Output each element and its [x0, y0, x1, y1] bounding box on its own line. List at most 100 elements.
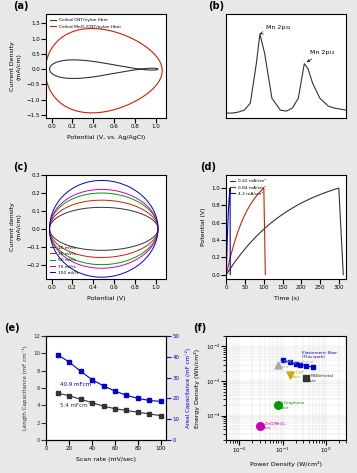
- Text: (b): (b): [208, 1, 225, 11]
- 4.2 mA/cm²: [224, 272, 228, 278]
- Line: 50 mV/s: 50 mV/s: [50, 193, 158, 265]
- Line: 0.42 mA/cm²: 0.42 mA/cm²: [226, 188, 343, 275]
- 100 mV/s: [100, 274, 104, 280]
- 70 mV/s: [55, 247, 60, 253]
- 30 mV/s: [146, 242, 151, 247]
- X-axis label: Potential (V): Potential (V): [87, 296, 126, 301]
- 100 mV/s: [146, 252, 151, 258]
- Y-axis label: Energy Density (Wh/cm²): Energy Density (Wh/cm²): [194, 349, 200, 428]
- Point: [276, 402, 281, 409]
- Text: Mn 2p₃₂: Mn 2p₃₂: [261, 25, 290, 34]
- 30 mV/s: [55, 241, 60, 247]
- 30 mV/s: [47, 226, 52, 232]
- X-axis label: Potential (V, vs. Ag/AgCl): Potential (V, vs. Ag/AgCl): [67, 135, 146, 140]
- 0.84 mA/cm²: [256, 191, 260, 197]
- 50 mV/s: [55, 245, 60, 251]
- 50 mV/s: [146, 245, 151, 251]
- Text: 40.9 mFcm⁻²: 40.9 mFcm⁻²: [60, 382, 96, 387]
- Point: [303, 375, 309, 382]
- 100 mV/s: [70, 266, 74, 272]
- Text: 5.4 mFcm⁻¹: 5.4 mFcm⁻¹: [60, 403, 93, 408]
- 30 mV/s: [47, 226, 52, 232]
- Text: (d): (d): [200, 162, 216, 172]
- Point: [257, 422, 263, 430]
- 0.84 mA/cm²: [243, 212, 247, 218]
- Line: 10 mV/s: 10 mV/s: [50, 207, 158, 250]
- Line: 0.84 mA/cm²: 0.84 mA/cm²: [226, 188, 265, 275]
- 100 mV/s: [47, 226, 52, 232]
- 50 mV/s: [100, 262, 104, 268]
- 30 mV/s: [146, 242, 150, 248]
- 0.42 mA/cm²: [291, 205, 296, 210]
- 70 mV/s: [100, 265, 104, 271]
- 0.84 mA/cm²: [254, 194, 258, 200]
- Legend: 10 mV/s, 30 mV/s, 50 mV/s, 70 mV/s, 100 mV/s: 10 mV/s, 30 mV/s, 50 mV/s, 70 mV/s, 100 …: [49, 244, 81, 277]
- 70 mV/s: [70, 259, 74, 264]
- 10 mV/s: [47, 226, 52, 232]
- Text: (f): (f): [193, 323, 206, 333]
- 70 mV/s: [47, 226, 52, 232]
- Line: 70 mV/s: 70 mV/s: [50, 189, 158, 268]
- 10 mV/s: [47, 226, 52, 232]
- 100 mV/s: [47, 226, 52, 232]
- 0.84 mA/cm²: [247, 205, 251, 210]
- 70 mV/s: [47, 225, 52, 231]
- Point: [287, 371, 293, 379]
- Text: Mn 2p₁₂: Mn 2p₁₂: [307, 50, 335, 62]
- 100 mV/s: [142, 257, 146, 263]
- 30 mV/s: [47, 225, 52, 231]
- 0.42 mA/cm²: [280, 212, 284, 218]
- Legend: 0.42 mA/cm², 0.84 mA/cm², 4.2 mA/cm²: 0.42 mA/cm², 0.84 mA/cm², 4.2 mA/cm²: [228, 177, 268, 198]
- 4.2 mA/cm²: [227, 191, 232, 197]
- 4.2 mA/cm²: [228, 228, 232, 233]
- 100 mV/s: [47, 225, 52, 231]
- Text: (a): (a): [13, 1, 28, 11]
- 0.42 mA/cm²: [341, 272, 346, 278]
- 70 mV/s: [146, 247, 151, 253]
- Line: 100 mV/s: 100 mV/s: [50, 181, 158, 277]
- 100 mV/s: [55, 252, 60, 258]
- 0.84 mA/cm²: [224, 272, 228, 278]
- Text: (e): (e): [4, 323, 20, 333]
- Text: c PANi/metal
wire: c PANi/metal wire: [307, 374, 333, 383]
- Line: 30 mV/s: 30 mV/s: [50, 200, 158, 257]
- Text: e ZnO/MnO₂
fiber: e ZnO/MnO₂ fiber: [261, 422, 286, 430]
- 0.84 mA/cm²: [262, 185, 266, 191]
- 70 mV/s: [142, 251, 146, 257]
- 10 mV/s: [146, 238, 150, 244]
- 0.42 mA/cm²: [320, 191, 324, 197]
- Y-axis label: Current density
(mA/cm): Current density (mA/cm): [10, 202, 21, 252]
- 70 mV/s: [47, 226, 52, 232]
- 100 mV/s: [100, 178, 104, 184]
- 10 mV/s: [70, 244, 74, 249]
- 0.42 mA/cm²: [337, 193, 341, 198]
- 4.2 mA/cm²: [226, 205, 231, 210]
- Y-axis label: Potential (V): Potential (V): [201, 208, 206, 246]
- 30 mV/s: [70, 250, 74, 255]
- X-axis label: Power Density (W/cm²): Power Density (W/cm²): [250, 461, 322, 467]
- 4.2 mA/cm²: [228, 272, 232, 278]
- Y-axis label: Current Density
(mA/cm): Current Density (mA/cm): [10, 41, 21, 91]
- 0.84 mA/cm²: [263, 272, 267, 278]
- Text: d Graphene
fiber: d Graphene fiber: [280, 401, 304, 410]
- 10 mV/s: [142, 240, 146, 245]
- 50 mV/s: [142, 249, 146, 254]
- 0.42 mA/cm²: [337, 185, 341, 191]
- 30 mV/s: [142, 245, 146, 250]
- 10 mV/s: [100, 247, 104, 253]
- Text: a CNT/graphene
yarn: a CNT/graphene yarn: [280, 360, 313, 369]
- 50 mV/s: [47, 226, 52, 232]
- 10 mV/s: [55, 237, 60, 243]
- Text: Elastomeric fiber
(This work): Elastomeric fiber (This work): [302, 351, 337, 359]
- 4.2 mA/cm²: [226, 212, 230, 218]
- Point: [276, 361, 281, 368]
- 0.42 mA/cm²: [339, 228, 343, 233]
- Text: (c): (c): [13, 162, 27, 172]
- Y-axis label: Length Capacitance (mF cm⁻¹): Length Capacitance (mF cm⁻¹): [22, 346, 27, 430]
- 50 mV/s: [146, 246, 150, 252]
- 30 mV/s: [100, 254, 104, 260]
- 4.2 mA/cm²: [227, 194, 231, 200]
- 10 mV/s: [47, 226, 52, 231]
- 50 mV/s: [100, 190, 104, 196]
- 50 mV/s: [47, 225, 52, 231]
